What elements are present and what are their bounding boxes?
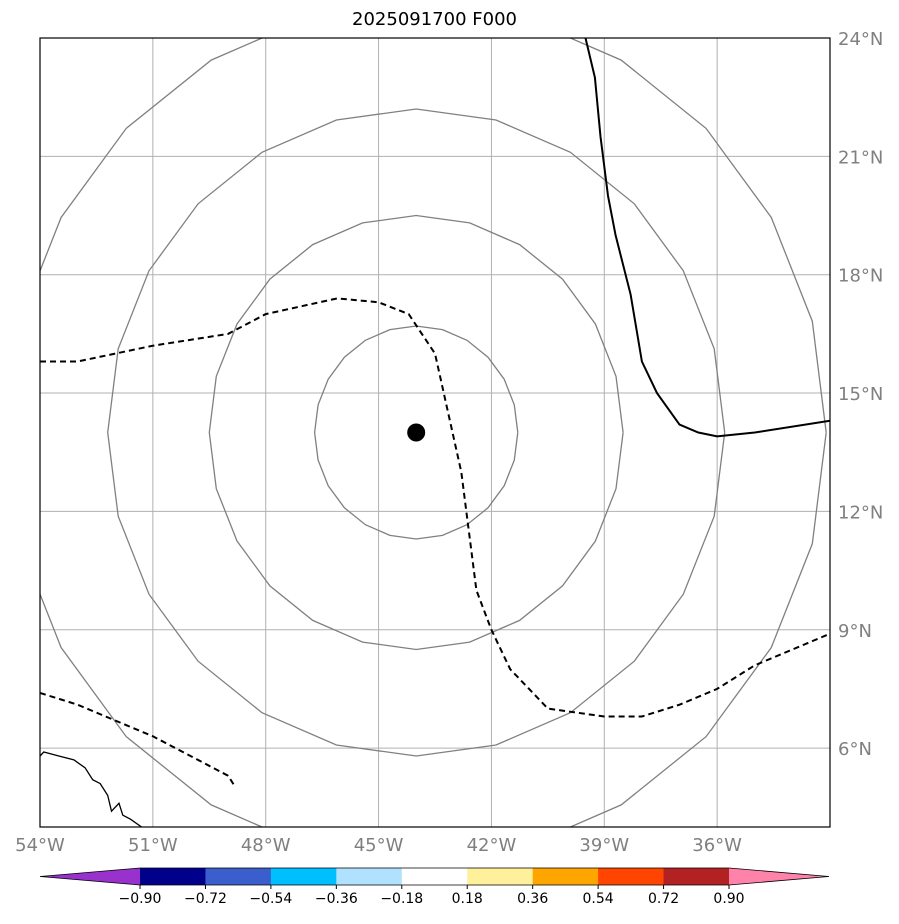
coastline [40, 751, 142, 827]
contours [40, 38, 830, 789]
latitude-tick-label: 15°N [838, 384, 883, 405]
latitude-tick-label: 18°N [838, 266, 883, 287]
latitude-labels: 6°N 9°N 12°N 15°N 18°N 21°N 24°N [838, 29, 883, 760]
latitude-tick-label: 12°N [838, 502, 883, 523]
longitude-tick-label: 51°W [128, 835, 178, 856]
colorbar-tick-label: −0.72 [184, 891, 227, 907]
colorbar-tick-label: 0.72 [648, 891, 679, 907]
longitude-tick-label: 39°W [579, 835, 629, 856]
colorbar-tick-label: 0.18 [452, 891, 483, 907]
range-ring [208, 214, 624, 651]
latitude-tick-label: 6°N [838, 739, 872, 760]
colorbar-tick-label: −0.36 [315, 891, 358, 907]
colorbar-extend-low [40, 868, 140, 885]
colorbar-tick-label: −0.90 [119, 891, 162, 907]
colorbar-segment [205, 868, 272, 885]
colorbar: −0.90 −0.72 −0.54 −0.36 −0.18 0.18 0.36 0.54 0.7… [39, 867, 830, 907]
colorbar-segment [336, 868, 403, 885]
storm-center [407, 423, 426, 442]
colorbar-tick-label: 0.90 [713, 891, 744, 907]
colorbar-extend-high [729, 868, 829, 885]
coastline-segment [40, 751, 142, 827]
longitude-labels: 54°W 51°W 48°W 45°W 42°W 39°W 36°W [15, 835, 742, 856]
colorbar-segment [663, 868, 730, 885]
storm-center-dot [407, 423, 426, 442]
longitude-tick-label: 54°W [15, 835, 65, 856]
latitude-tick-label: 9°N [838, 621, 872, 642]
colorbar-segment [467, 868, 534, 885]
colorbar-segment [270, 868, 337, 885]
plot-area [39, 37, 831, 828]
colorbar-segment [140, 868, 206, 885]
map-title: 2025091700 F000 [352, 9, 517, 30]
latitude-tick-label: 24°N [838, 29, 883, 50]
plot-frame [39, 37, 831, 828]
colorbar-tick-label: 0.36 [517, 891, 548, 907]
colorbar-segment [598, 868, 665, 885]
longitude-tick-label: 45°W [354, 835, 404, 856]
colorbar-segment [532, 868, 599, 885]
latitude-tick-label: 21°N [838, 147, 883, 168]
contour-dashed [40, 691, 237, 789]
gridlines [40, 38, 830, 827]
longitude-tick-label: 48°W [241, 835, 291, 856]
colorbar-segment [401, 868, 468, 885]
colorbar-tick-label: −0.18 [380, 891, 423, 907]
longitude-tick-label: 36°W [692, 835, 742, 856]
range-ring [40, 38, 827, 827]
contour-solid [584, 38, 830, 438]
colorbar-tick-label: 0.54 [583, 891, 614, 907]
colorbar-tick-label: −0.54 [249, 891, 292, 907]
range-ring [313, 325, 519, 540]
longitude-tick-label: 42°W [467, 835, 517, 856]
